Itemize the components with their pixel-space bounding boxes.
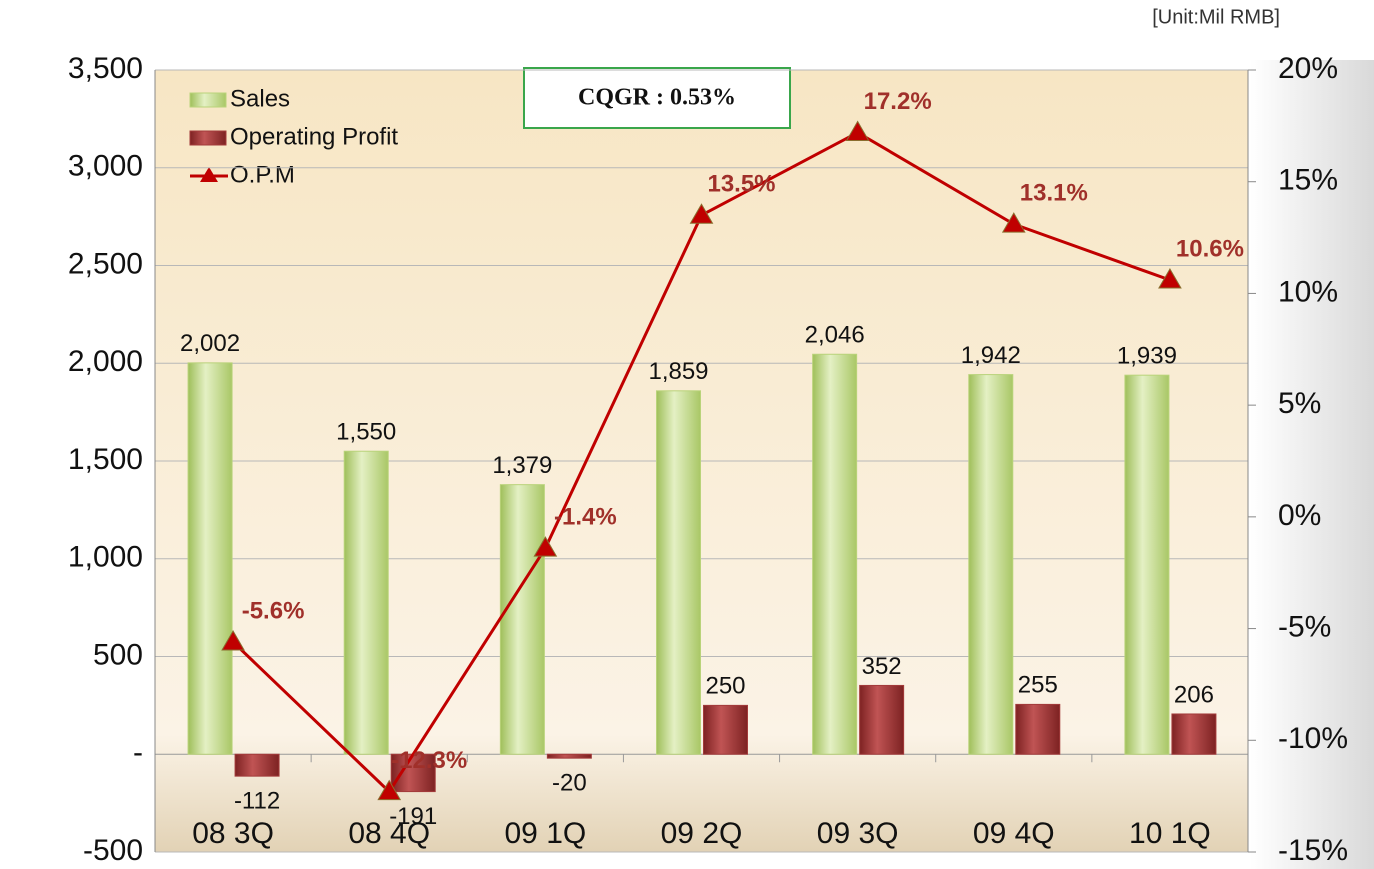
x-tick-label: 09 3Q [817, 817, 899, 850]
y-tick-label: 3,000 [68, 150, 143, 183]
bar [813, 354, 857, 754]
bar [1016, 704, 1060, 754]
value-label: 2,046 [805, 322, 865, 349]
y-tick-label: 2,500 [68, 247, 143, 280]
value-label: -20 [552, 770, 587, 797]
legend-label: Operating Profit [230, 123, 398, 150]
bar [344, 451, 388, 754]
x-tick-label: 09 1Q [504, 817, 586, 850]
y-tick-label: 1,500 [68, 443, 143, 476]
value-label: 1,859 [648, 358, 708, 385]
y-tick-label: 1,000 [68, 541, 143, 574]
annotation: CQGR : 0.53% [578, 85, 736, 111]
value-label: 1,550 [336, 419, 396, 446]
bar [547, 754, 591, 758]
value-label: 1,379 [492, 452, 552, 479]
bar [657, 391, 701, 754]
value-label: -12.3% [391, 747, 467, 774]
value-label: 1,942 [961, 342, 1021, 369]
legend-label: Sales [230, 85, 290, 112]
y-tick-label: 500 [93, 638, 143, 671]
value-label: 10.6% [1176, 235, 1244, 262]
x-tick-label: 09 4Q [973, 817, 1055, 850]
x-tick-label: 08 3Q [192, 817, 274, 850]
y2-tick-label: 5% [1278, 387, 1321, 420]
y2-tick-label: -15% [1278, 834, 1348, 867]
value-label: 206 [1174, 681, 1214, 708]
bar [1172, 714, 1216, 754]
y2-tick-label: 20% [1278, 52, 1338, 85]
value-label: -191 [389, 803, 437, 830]
value-label: 2,002 [180, 330, 240, 357]
x-tick-label: 09 2Q [661, 817, 743, 850]
value-label: 17.2% [864, 88, 932, 115]
bar [188, 363, 232, 754]
y-tick-label: 3,500 [68, 52, 143, 85]
value-label: 13.1% [1020, 180, 1088, 207]
bar [500, 485, 544, 755]
y2-tick-label: 0% [1278, 499, 1321, 532]
legend-swatch [190, 131, 226, 145]
y2-tick-label: 10% [1278, 275, 1338, 308]
legend-label: O.P.M [230, 161, 295, 188]
chart: [Unit:Mil RMB] CQGR : 0.53% Sales Operati… [0, 0, 1374, 869]
y-tick-label: - [133, 736, 143, 769]
bar [235, 754, 279, 776]
legend-swatch [190, 93, 226, 107]
value-label: 352 [862, 653, 902, 680]
bar [1125, 375, 1169, 754]
y2-tick-label: 15% [1278, 164, 1338, 197]
y2-tick-label: -10% [1278, 722, 1348, 755]
value-label: 250 [705, 673, 745, 700]
bar [860, 685, 904, 754]
value-label: 1,939 [1117, 343, 1177, 370]
bar [704, 705, 748, 754]
y-tick-label: -500 [83, 834, 143, 867]
value-label: 13.5% [707, 171, 775, 198]
x-tick-label: 10 1Q [1129, 817, 1211, 850]
unit-note: [Unit:Mil RMB] [1152, 6, 1280, 28]
y-tick-label: 2,000 [68, 345, 143, 378]
value-label: 255 [1018, 672, 1058, 699]
value-label: -1.4% [554, 503, 617, 530]
value-label: -5.6% [242, 597, 305, 624]
value-label: -112 [234, 787, 280, 814]
y2-tick-label: -5% [1278, 610, 1331, 643]
bar [969, 375, 1013, 755]
